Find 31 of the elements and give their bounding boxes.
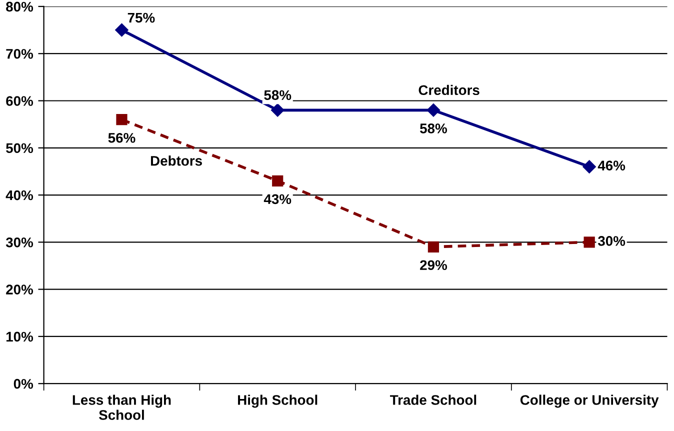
y-tick-label: 80% xyxy=(6,2,34,12)
point xyxy=(582,160,596,174)
data-label: 56% xyxy=(108,132,136,143)
y-tick-label: 70% xyxy=(6,48,34,59)
data-label: 46% xyxy=(598,160,626,170)
y-tick-label: 10% xyxy=(6,332,34,342)
y-tick-label: 50% xyxy=(6,143,34,154)
data-label: 58% xyxy=(264,90,292,100)
y-tick-label: 20% xyxy=(6,284,34,294)
x-tick-label: Less than High School xyxy=(72,394,171,420)
data-label: 75% xyxy=(128,12,155,23)
y-tick-label: 60% xyxy=(6,96,34,106)
series-label: Debtors xyxy=(150,156,202,166)
y-tick-label: 0% xyxy=(14,378,34,389)
x-tick-label: College or University xyxy=(520,394,659,408)
point xyxy=(584,236,595,248)
data-label: 43% xyxy=(264,194,292,204)
x-tick-label: High School xyxy=(238,394,318,408)
point xyxy=(271,104,284,117)
data-label: 30% xyxy=(598,236,626,246)
y-tick-label: 30% xyxy=(6,238,34,248)
point xyxy=(116,114,128,126)
data-label: 29% xyxy=(420,260,447,270)
point xyxy=(428,241,440,252)
point xyxy=(115,23,128,37)
point xyxy=(426,104,440,117)
data-label: 58% xyxy=(420,124,447,134)
series-label: Creditors xyxy=(418,84,480,96)
point xyxy=(272,175,284,186)
x-tick-label: Trade School xyxy=(390,394,476,405)
y-tick-label: 40% xyxy=(6,190,34,200)
